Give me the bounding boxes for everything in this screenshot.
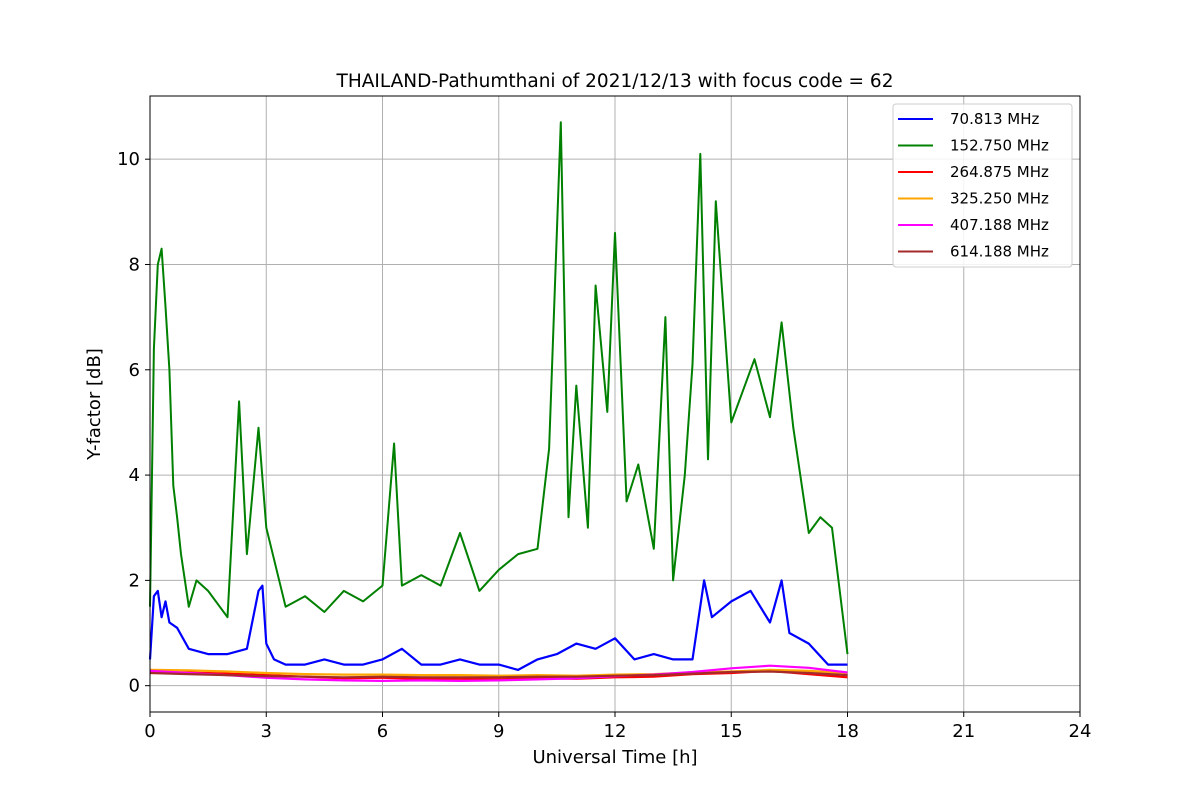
x-axis-label: Universal Time [h] bbox=[532, 747, 697, 768]
y-tick-label: 10 bbox=[117, 149, 140, 170]
legend-label: 70.813 MHz bbox=[950, 110, 1039, 128]
x-tick-label: 6 bbox=[377, 721, 388, 742]
y-axis-label: Y-factor [dB] bbox=[84, 348, 105, 461]
x-tick-label: 15 bbox=[720, 721, 743, 742]
legend-label: 325.250 MHz bbox=[950, 190, 1049, 208]
y-tick-label: 2 bbox=[129, 570, 140, 591]
series-line bbox=[149, 121, 849, 655]
legend: 70.813 MHz 152.750 MHz 264.875 MHz 325.250 … bbox=[892, 103, 1073, 268]
legend-label: 614.188 MHz bbox=[950, 243, 1049, 261]
legend-label: 407.188 MHz bbox=[950, 216, 1049, 234]
legend-box bbox=[892, 103, 1073, 268]
x-tick-label: 12 bbox=[604, 721, 627, 742]
x-tick-label: 21 bbox=[952, 721, 975, 742]
series-line bbox=[148, 579, 848, 672]
legend-label: 152.750 MHz bbox=[950, 137, 1049, 155]
x-tick-label: 9 bbox=[493, 721, 504, 742]
x-tick-label: 3 bbox=[261, 721, 272, 742]
y-tick-label: 0 bbox=[129, 676, 140, 697]
y-tick-label: 4 bbox=[129, 465, 140, 486]
x-tick-label: 24 bbox=[1069, 721, 1092, 742]
legend-label: 264.875 MHz bbox=[950, 163, 1049, 181]
chart-title: THAILAND-Pathumthani of 2021/12/13 with … bbox=[336, 71, 894, 92]
y-tick-label: 8 bbox=[129, 254, 140, 275]
x-tick-label: 18 bbox=[836, 721, 859, 742]
series-group bbox=[148, 121, 849, 683]
series-line bbox=[149, 664, 848, 683]
x-tick-label: 0 bbox=[144, 721, 155, 742]
y-tick-label: 6 bbox=[129, 360, 140, 381]
series-line bbox=[149, 670, 848, 679]
